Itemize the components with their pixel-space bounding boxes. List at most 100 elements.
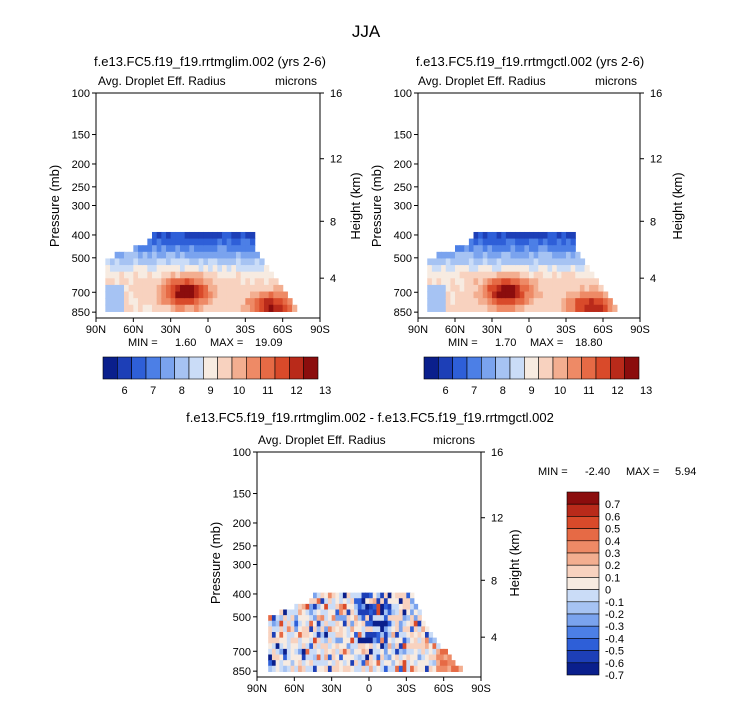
- heatmap-cell: [406, 626, 411, 633]
- x-tick-label: 90S: [310, 324, 330, 336]
- heatmap-cell: [339, 603, 344, 611]
- heatmap-cell: [383, 654, 389, 661]
- heatmap-cell: [152, 298, 158, 306]
- heatmap-cell: [436, 660, 441, 667]
- heatmap-cell: [250, 231, 256, 240]
- heatmap-cell: [492, 271, 498, 279]
- heatmap-cell: [331, 592, 336, 599]
- heatmap-cell: [395, 637, 400, 644]
- heatmap-cell: [357, 665, 363, 672]
- heatmap-cell: [361, 603, 366, 611]
- y-tick-label: 300: [233, 560, 251, 572]
- heatmap-cell: [309, 603, 314, 611]
- heatmap-cell: [268, 643, 273, 650]
- heatmap-cell: [357, 603, 363, 611]
- heatmap-cell: [316, 615, 322, 622]
- colorbar-swatch: [260, 356, 276, 380]
- page-title: JJA: [352, 22, 381, 41]
- heatmap-cell: [391, 603, 396, 611]
- heatmap-cell: [180, 258, 186, 266]
- colorbar-swatch: [566, 577, 600, 590]
- heatmap-cell: [283, 626, 288, 633]
- heatmap-cell: [290, 620, 295, 627]
- heatmap-cell: [335, 665, 340, 672]
- colorbar-label: 0.3: [605, 548, 620, 560]
- heatmap-cell: [566, 291, 572, 299]
- heatmap-cell: [566, 251, 572, 260]
- heatmap-cell: [346, 632, 351, 639]
- heatmap-cell: [441, 304, 447, 312]
- colorbar-swatch: [274, 356, 290, 380]
- heatmap-cell: [361, 609, 366, 616]
- y-tick-label: 400: [233, 589, 251, 601]
- heatmap-cell: [428, 637, 434, 644]
- heatmap-cell: [496, 265, 502, 273]
- heatmap-cell: [402, 598, 407, 605]
- heatmap-cell: [316, 609, 322, 616]
- heatmap-cell: [556, 304, 562, 312]
- heatmap-cell: [515, 284, 521, 293]
- heatmap-cell: [290, 632, 295, 639]
- heatmap-cell: [350, 603, 355, 611]
- heatmap-cell: [298, 609, 303, 616]
- heatmap-cell: [542, 291, 549, 299]
- heatmap-cell: [428, 660, 434, 667]
- heatmap-cell: [305, 626, 310, 633]
- heatmap-cell: [313, 665, 318, 672]
- colorbar-label: -0.7: [605, 670, 624, 682]
- heatmap-cell: [547, 245, 553, 253]
- heatmap-cell: [161, 245, 167, 253]
- heatmap-cell: [184, 231, 190, 240]
- heatmap-cell: [286, 620, 292, 627]
- y2-tick-label: 8: [650, 216, 656, 228]
- panel-2-ylabel: Pressure (mb): [369, 165, 384, 247]
- heatmap-cell: [324, 615, 329, 622]
- heatmap-cell: [133, 245, 139, 253]
- heatmap-cell: [441, 278, 447, 286]
- heatmap-cell: [505, 265, 512, 273]
- heatmap-cell: [501, 291, 507, 299]
- heatmap-cell: [354, 626, 359, 633]
- heatmap-cell: [603, 291, 609, 299]
- y-tick-label: 400: [72, 230, 90, 242]
- heatmap-cell: [354, 598, 359, 605]
- y2-tick-label: 4: [330, 273, 336, 285]
- y-tick-label: 150: [72, 130, 90, 142]
- heatmap-cell: [398, 654, 404, 661]
- heatmap-cell: [286, 660, 292, 667]
- heatmap-cell: [184, 278, 190, 286]
- heatmap-cell: [398, 603, 404, 611]
- heatmap-cell: [114, 265, 120, 273]
- heatmap-cell: [402, 654, 407, 661]
- colorbar-label: 0.6: [605, 511, 620, 523]
- heatmap-cell: [212, 245, 218, 253]
- heatmap-cell: [198, 231, 204, 240]
- heatmap-cell: [524, 271, 530, 279]
- y-tick-label: 200: [233, 518, 251, 530]
- heatmap-cell: [194, 258, 200, 266]
- heatmap-cell: [128, 298, 134, 306]
- heatmap-cell: [468, 265, 475, 273]
- colorbar-swatch: [231, 356, 247, 380]
- heatmap-cell: [441, 291, 447, 299]
- heatmap-cell: [275, 654, 280, 661]
- heatmap-cell: [250, 251, 256, 260]
- heatmap-cell: [290, 643, 295, 650]
- panel-3-x-axis: 90N 60N 30N 0 30S 60S 90S: [247, 677, 491, 695]
- heatmap-cell: [156, 231, 162, 240]
- heatmap-cell: [301, 609, 307, 616]
- heatmap-cell: [342, 626, 348, 633]
- heatmap-cell: [203, 304, 209, 312]
- heatmap-cell: [208, 231, 214, 240]
- heatmap-cell: [417, 615, 422, 622]
- heatmap-cell: [584, 291, 590, 299]
- heatmap-cell: [298, 620, 303, 627]
- heatmap-cell: [589, 304, 595, 312]
- heatmap-cell: [278, 284, 284, 293]
- heatmap-cell: [166, 231, 172, 240]
- heatmap-cell: [410, 637, 415, 644]
- heatmap-cell: [450, 291, 456, 299]
- heatmap-cell: [138, 251, 144, 260]
- heatmap-cell: [198, 278, 204, 286]
